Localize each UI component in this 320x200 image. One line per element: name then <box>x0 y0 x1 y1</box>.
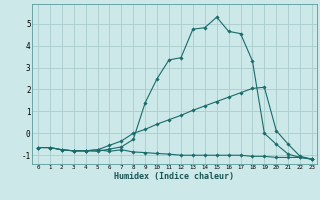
X-axis label: Humidex (Indice chaleur): Humidex (Indice chaleur) <box>115 172 234 181</box>
